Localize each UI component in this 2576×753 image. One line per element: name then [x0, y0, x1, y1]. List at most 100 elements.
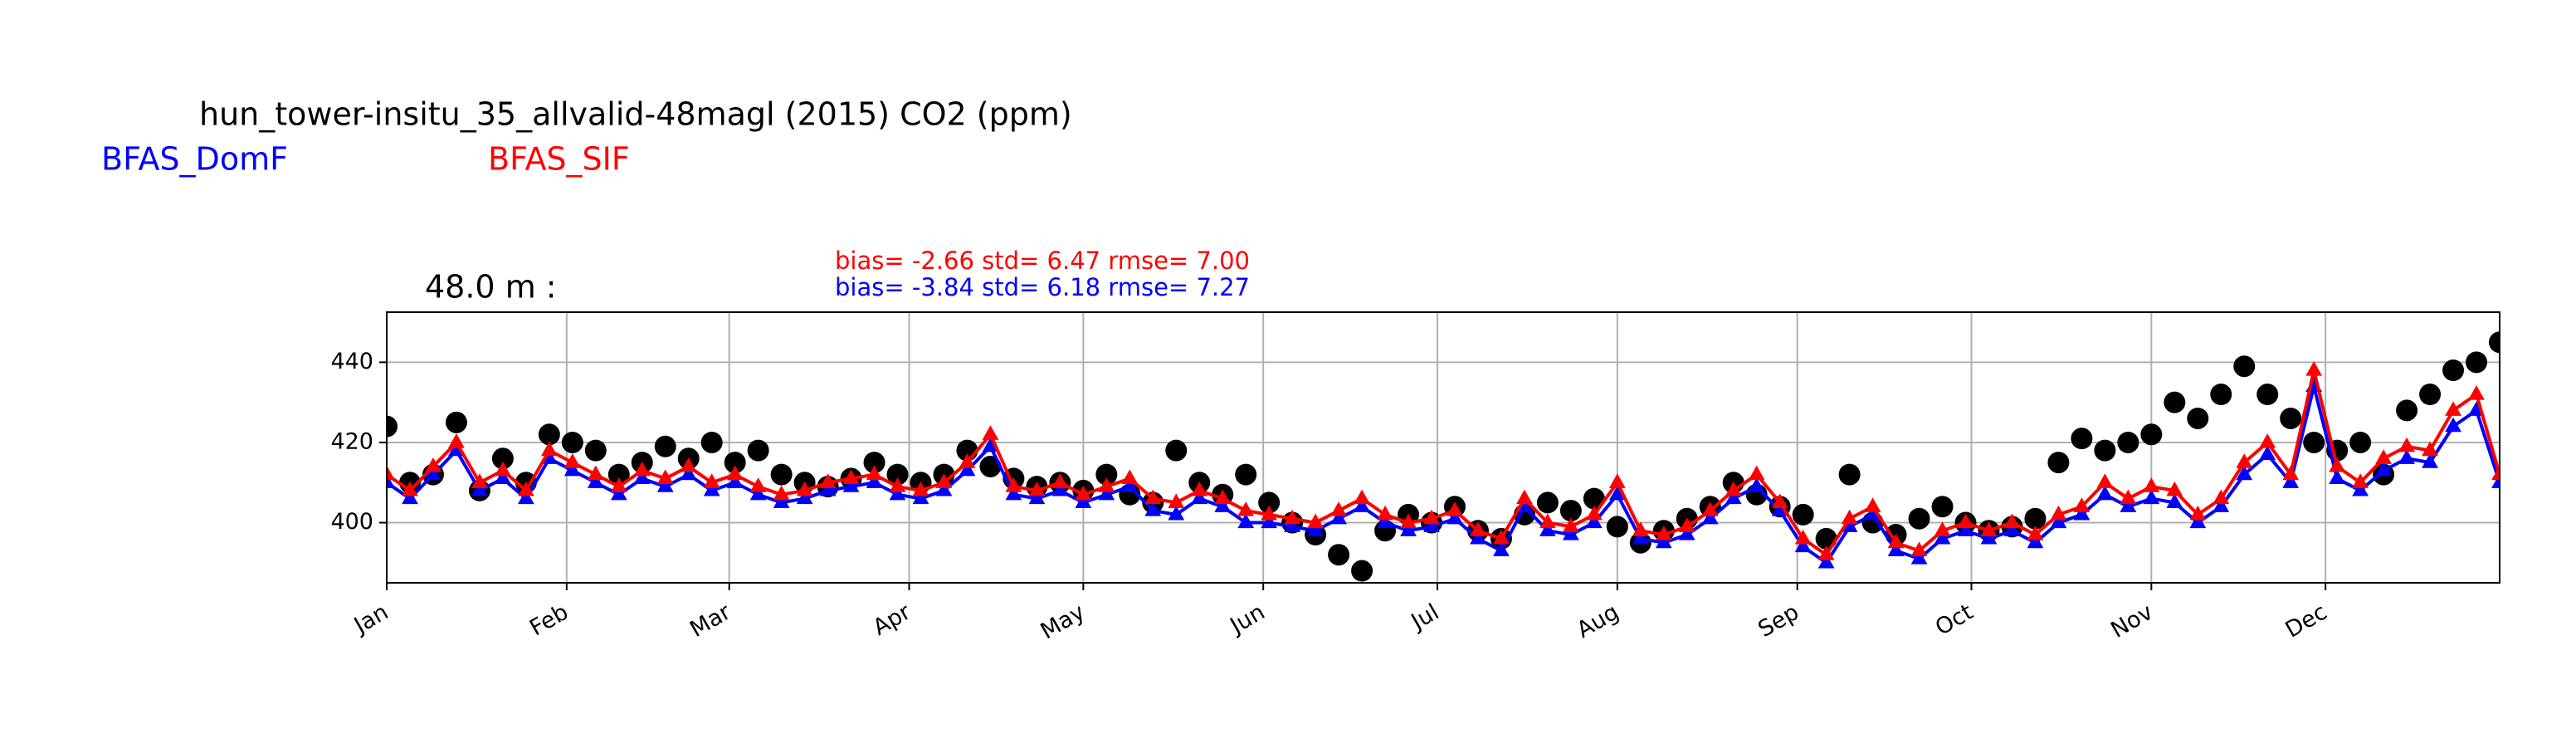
- model-point: [1655, 526, 1672, 540]
- model-point: [749, 485, 767, 501]
- model-point: [1562, 526, 1579, 540]
- model-point: [656, 469, 674, 485]
- model-point: [1144, 489, 1162, 505]
- model-point: [1585, 513, 1603, 529]
- obs-point: [747, 439, 769, 462]
- model-point: [1493, 529, 1510, 545]
- model-point: [2445, 401, 2461, 416]
- model-point: [1400, 521, 1417, 536]
- model-point: [703, 481, 720, 496]
- obs-point: [1908, 507, 1930, 530]
- model-point: [1516, 489, 1533, 505]
- obs-point: [1583, 487, 1605, 510]
- y-tick-label: 420: [330, 428, 373, 454]
- model-point: [1957, 513, 1974, 529]
- obs-point: [2140, 423, 2163, 446]
- model-point: [2027, 533, 2044, 549]
- model-point: [1794, 537, 1812, 553]
- obs-point: [2442, 359, 2465, 382]
- model-point: [517, 489, 534, 505]
- model-point: [1980, 521, 1998, 536]
- model-point: [2375, 461, 2393, 477]
- obs-point: [2024, 507, 2047, 530]
- model-point: [425, 457, 442, 472]
- model-point: [2003, 521, 2021, 536]
- model-point: [2050, 505, 2067, 521]
- model-point: [1725, 481, 1742, 496]
- model-point: [2120, 497, 2137, 512]
- obs-point: [1536, 491, 1559, 514]
- chart-title: hun_tower-insitu_35_allvalid-48magl (201…: [199, 96, 1072, 133]
- model-point: [2398, 437, 2415, 452]
- obs-point: [387, 415, 398, 438]
- model-point: [1794, 529, 1812, 545]
- model-point: [1585, 505, 1603, 521]
- model-point: [1191, 481, 1208, 496]
- obs-point: [1165, 439, 1188, 462]
- obs-point: [2489, 331, 2500, 354]
- x-tick-label: Feb: [525, 599, 573, 642]
- obs-point: [538, 423, 560, 446]
- x-tick-label: Jan: [349, 599, 393, 640]
- obs-point: [2071, 428, 2093, 450]
- model-point: [935, 481, 953, 496]
- model-point: [633, 469, 651, 485]
- model-point: [1354, 489, 1370, 505]
- model-point: [540, 441, 558, 457]
- model-point: [726, 473, 744, 488]
- model-point: [1237, 513, 1255, 529]
- model-point: [471, 481, 488, 496]
- obs-point: [445, 411, 467, 433]
- x-tick-label: Jun: [1225, 599, 1270, 640]
- obs-point: [1258, 491, 1281, 514]
- x-tick-label: Dec: [2281, 599, 2332, 643]
- model-point: [2096, 485, 2114, 501]
- model-point: [2189, 513, 2207, 529]
- model-point: [1191, 489, 1208, 505]
- x-tick-label: Nov: [2106, 599, 2157, 643]
- obs-point: [1606, 516, 1628, 538]
- model-point: [1075, 485, 1092, 501]
- obs-point: [2164, 391, 2186, 413]
- model-point: [1632, 529, 1649, 545]
- model-point: [2189, 505, 2207, 521]
- model-point: [1377, 513, 1393, 529]
- obs-point: [584, 439, 607, 462]
- model-point: [1098, 477, 1115, 492]
- obs-point: [1235, 463, 1257, 486]
- model-point: [2096, 473, 2114, 488]
- model-point: [2073, 497, 2091, 512]
- model-point: [1864, 505, 1881, 521]
- model-point: [2445, 417, 2461, 433]
- model-point: [1307, 513, 1325, 529]
- model-point: [2120, 489, 2137, 505]
- model-point: [1817, 545, 1835, 560]
- model-point: [726, 465, 744, 481]
- model-point: [1957, 521, 1974, 536]
- model-point: [2259, 445, 2276, 461]
- model-point: [1748, 465, 1765, 481]
- model-point: [2166, 493, 2183, 509]
- model-point: [1261, 513, 1278, 529]
- model-point: [1400, 513, 1417, 529]
- model-point: [1121, 469, 1139, 485]
- x-tick-label: Mar: [685, 599, 735, 643]
- x-tick-label: May: [1037, 599, 1090, 645]
- model-point: [2236, 465, 2253, 481]
- obs-point: [1095, 463, 1118, 486]
- model-point: [564, 461, 581, 477]
- model-point: [982, 437, 999, 452]
- model-point: [1028, 489, 1046, 505]
- stats-annotation: bias= -2.66 std= 6.47 rmse= 7.00: [835, 247, 1250, 275]
- model-point: [1168, 505, 1185, 521]
- model-point: [1214, 497, 1232, 512]
- model-point: [2491, 473, 2500, 488]
- model-point: [749, 477, 767, 492]
- legend-entry: BFAS_DomF: [101, 141, 288, 178]
- model-point: [494, 469, 511, 485]
- model-point: [448, 433, 465, 448]
- model-point: [866, 465, 883, 481]
- model-point: [1887, 533, 1905, 549]
- model-point: [2491, 465, 2500, 481]
- model-point: [564, 453, 581, 468]
